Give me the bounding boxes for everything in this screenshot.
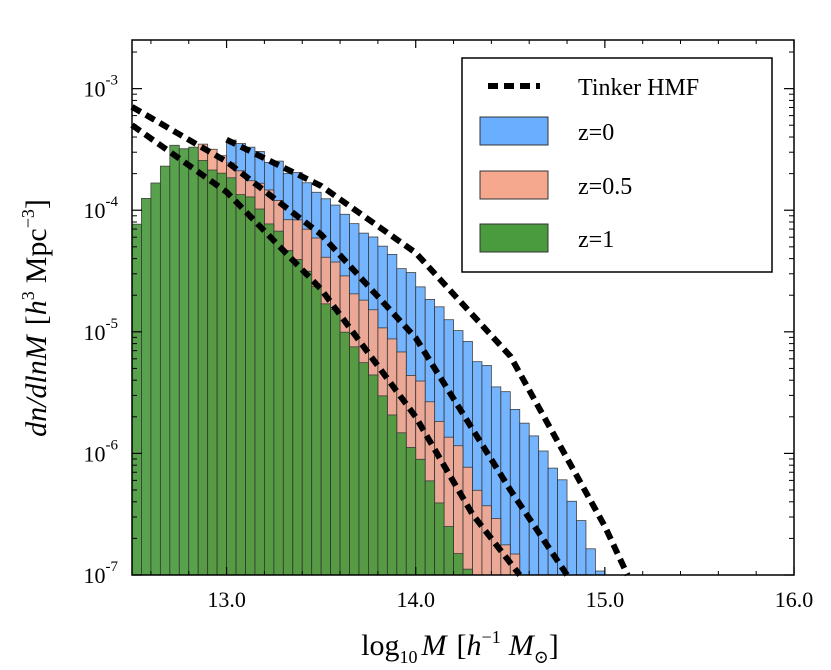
bar-z1 — [282, 250, 294, 576]
bar-z1 — [273, 230, 284, 576]
x-axis-ticks: 13.0 14.0 15.0 16.0 — [150, 40, 814, 612]
bar-z1 — [443, 526, 454, 576]
x-tick-label: 13.0 — [207, 587, 246, 612]
bar-z1 — [358, 362, 369, 576]
bar-z1 — [424, 480, 436, 576]
bar-z1 — [462, 568, 473, 576]
legend-item-z1: z=1 — [479, 223, 614, 253]
bar-z1 — [415, 458, 426, 576]
bar-z1 — [245, 196, 256, 576]
tinker-curve-z0 — [225, 137, 631, 577]
y-axis-ticks: 10-7 10-6 10-5 10-4 10-3 — [84, 51, 794, 588]
bar-z1 — [434, 502, 445, 576]
bar-z1 — [405, 447, 417, 576]
y-tick-label: 10-5 — [84, 316, 119, 345]
bar-z1 — [235, 194, 246, 576]
legend-item-z05: z=0.5 — [479, 170, 632, 200]
legend-swatch-z1 — [479, 223, 549, 253]
bar-z1 — [207, 169, 218, 576]
x-tick-label: 14.0 — [396, 587, 435, 612]
legend-label-z1: z=1 — [578, 227, 614, 253]
y-tick-label: 10-4 — [84, 194, 119, 223]
bar-z1 — [159, 165, 171, 576]
legend-label-z0: z=0 — [578, 120, 614, 146]
bar-z1 — [292, 259, 303, 576]
x-tick-label: 15.0 — [586, 587, 625, 612]
bar-z1 — [368, 374, 379, 576]
bar-z1 — [188, 146, 199, 576]
bar-z05 — [462, 466, 473, 576]
bar-z1 — [226, 177, 237, 576]
x-axis-label: log10 M [h−1 M⊙] — [361, 627, 559, 667]
bar-z1 — [377, 395, 388, 576]
bar-z1 — [131, 223, 142, 576]
bar-z1 — [330, 308, 341, 576]
legend-label-tinker: Tinker HMF — [578, 75, 699, 101]
bar-z0 — [576, 520, 587, 576]
tinker-curve-z05 — [130, 104, 570, 577]
bar-z0 — [566, 500, 577, 576]
bar-z1 — [141, 197, 152, 576]
bar-z1 — [349, 346, 360, 576]
legend-item-tinker: Tinker HMF — [488, 75, 699, 101]
bar-z1 — [216, 172, 227, 576]
y-axis-label: dn/dlnM[h3Mpc−3] — [18, 199, 53, 437]
x-tick-label: 16.0 — [775, 587, 814, 612]
legend-label-z05: z=0.5 — [578, 174, 632, 200]
tinker-curves — [130, 104, 631, 577]
bar-z1 — [386, 414, 398, 576]
bar-z1 — [197, 160, 209, 576]
bar-z1 — [254, 208, 265, 576]
bar-z0 — [519, 422, 530, 576]
legend-swatch-z05 — [479, 170, 549, 200]
bar-z05 — [472, 489, 483, 576]
bar-z0 — [528, 435, 540, 576]
legend: Tinker HMF z=0 z=0.5 z=1 — [461, 57, 773, 273]
bar-z1 — [453, 553, 464, 576]
bar-z05 — [481, 505, 492, 576]
y-tick-label: 10-7 — [84, 559, 119, 588]
y-tick-label: 10-3 — [84, 73, 119, 102]
bar-z1 — [263, 223, 275, 576]
bar-z1 — [339, 331, 350, 576]
bar-z1 — [311, 286, 322, 576]
bar-z1 — [150, 182, 161, 576]
bar-z1 — [178, 148, 190, 576]
bar-z0 — [538, 450, 549, 576]
legend-item-z0: z=0 — [479, 116, 614, 146]
bar-z1 — [301, 270, 313, 576]
plot-frame — [131, 39, 795, 576]
legend-swatch-z0 — [479, 116, 549, 146]
histogram-bars — [131, 139, 606, 576]
y-tick-label: 10-6 — [84, 437, 119, 466]
bar-z1 — [396, 432, 407, 576]
tinker-curve-z1 — [130, 122, 523, 577]
bar-z1 — [320, 303, 332, 576]
bar-z1 — [169, 144, 180, 576]
bar-z0 — [585, 548, 596, 576]
